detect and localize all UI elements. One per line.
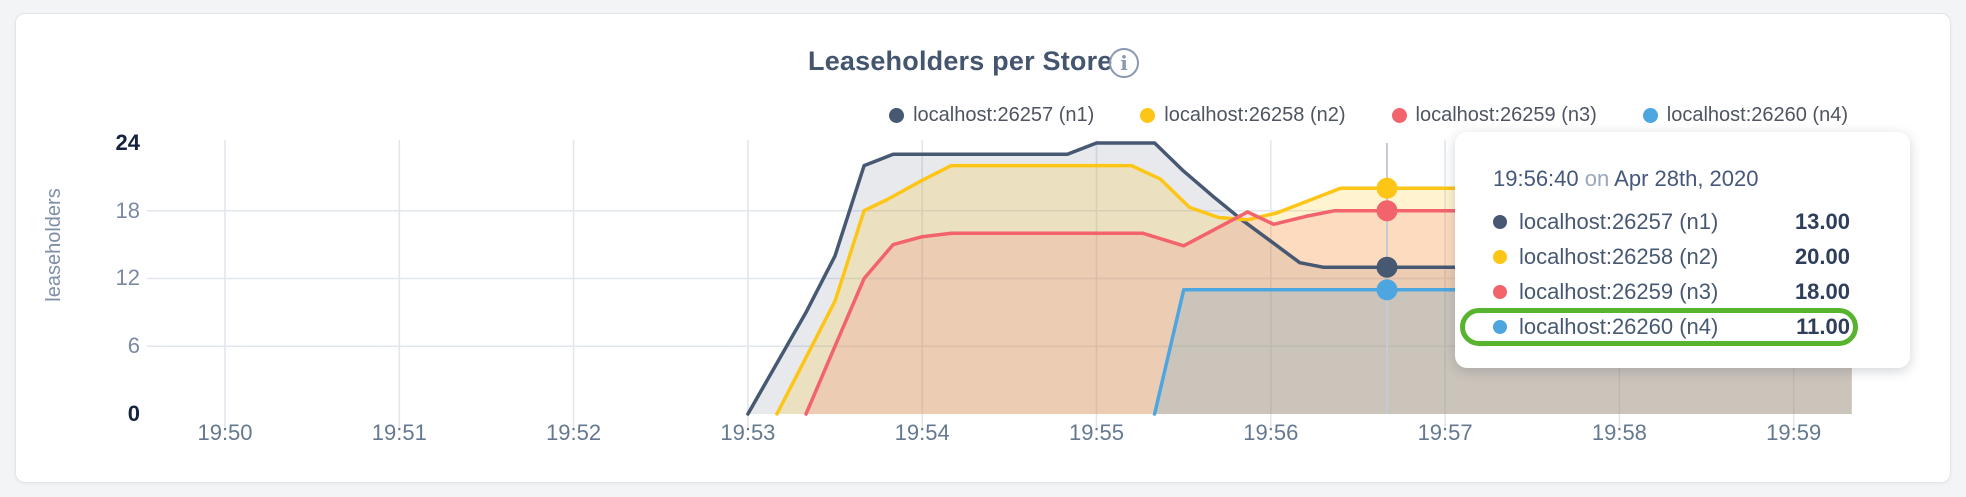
x-tick-label: 19:58 (1591, 420, 1647, 445)
tooltip-row-value: 11.00 (1796, 313, 1850, 339)
tooltip-row-value: 18.00 (1794, 278, 1850, 304)
tooltip-row: localhost:26259 (n3) 18.00 (1493, 274, 1850, 309)
y-tick-label: 18 (115, 197, 140, 223)
legend-dot-icon (1140, 107, 1156, 123)
legend-item[interactable]: localhost:26260 (n4) (1642, 103, 1848, 127)
tooltip-row: localhost:26258 (n2) 20.00 (1493, 239, 1850, 274)
tooltip-row-value: 20.00 (1794, 243, 1850, 269)
x-tick-label: 19:56 (1243, 420, 1299, 445)
tooltip-date: Apr 28th, 2020 (1614, 166, 1759, 191)
tooltip-row-label: localhost:26257 (n1) (1519, 208, 1719, 234)
x-tick-label: 19:52 (546, 420, 602, 445)
series-line (775, 163, 1854, 416)
legend-label: localhost:26258 (n2) (1164, 103, 1346, 126)
y-tick-label: 12 (115, 265, 140, 291)
legend-item[interactable]: localhost:26258 (n2) (1140, 103, 1346, 127)
series-line (804, 208, 1854, 416)
legend-dot-icon (1391, 107, 1407, 123)
x-tick-label: 19:54 (894, 420, 950, 445)
legend: localhost:26257 (n1) localhost:26258 (n2)… (889, 102, 1848, 128)
legend-item[interactable]: localhost:26259 (n3) (1391, 103, 1597, 127)
series-lines (746, 141, 1854, 416)
legend-dot-icon (889, 107, 905, 123)
tooltip-row-label: localhost:26259 (n3) (1519, 278, 1719, 304)
tooltip-title: 19:56:40 on Apr 28th, 2020 (1493, 166, 1850, 192)
legend-label: localhost:26259 (n3) (1415, 103, 1597, 126)
tooltip-row-label: localhost:26260 (n4) (1519, 313, 1719, 339)
tooltip-dot-icon (1493, 284, 1507, 299)
x-tick-label: 19:53 (720, 420, 776, 445)
legend-item[interactable]: localhost:26257 (n1) (889, 104, 1094, 127)
y-tick-label: 0 (127, 401, 140, 426)
x-tick-label: 19:50 (197, 420, 253, 445)
tooltip-time: 19:56:40 (1493, 166, 1579, 191)
info-icon[interactable]: i (1109, 48, 1139, 78)
hover-marker (1376, 143, 1398, 414)
tooltip-row: localhost:26257 (n1) 13.00 (1493, 204, 1850, 239)
x-tick-label: 19:59 (1766, 420, 1822, 445)
hover-dot (1376, 279, 1398, 301)
tooltip-row: localhost:26260 (n4) 11.00 (1493, 309, 1850, 344)
tooltip-row-label: localhost:26258 (n2) (1519, 243, 1719, 269)
hover-dot (1376, 256, 1398, 278)
tooltip-rows: localhost:26257 (n1) 13.00 localhost:26258… (1493, 204, 1850, 344)
legend-label: localhost:26257 (n1) (913, 103, 1095, 126)
chart-tooltip: 19:56:40 on Apr 28th, 2020 localhost:262… (1455, 132, 1910, 368)
tooltip-dot-icon (1493, 249, 1507, 264)
tooltip-row-value: 13.00 (1794, 208, 1850, 234)
series-line (746, 141, 1854, 416)
x-tick-label: 19:55 (1068, 420, 1125, 445)
y-axis-label: leaseholders (43, 188, 65, 302)
tooltip-dot-icon (1493, 214, 1507, 229)
hover-dot (1376, 200, 1398, 222)
y-tick-label: 6 (127, 333, 140, 359)
x-tick-label: 19:57 (1417, 420, 1473, 445)
legend-dot-icon (1642, 107, 1658, 123)
y-tick-label: 24 (115, 129, 140, 155)
x-tick-label: 19:51 (371, 420, 427, 445)
tooltip-on-word: on (1584, 166, 1610, 191)
hover-dot (1376, 177, 1398, 199)
tooltip-dot-icon (1493, 319, 1507, 334)
chart-title: Leaseholders per Store (808, 46, 1113, 76)
legend-label: localhost:26260 (n4) (1666, 103, 1848, 126)
